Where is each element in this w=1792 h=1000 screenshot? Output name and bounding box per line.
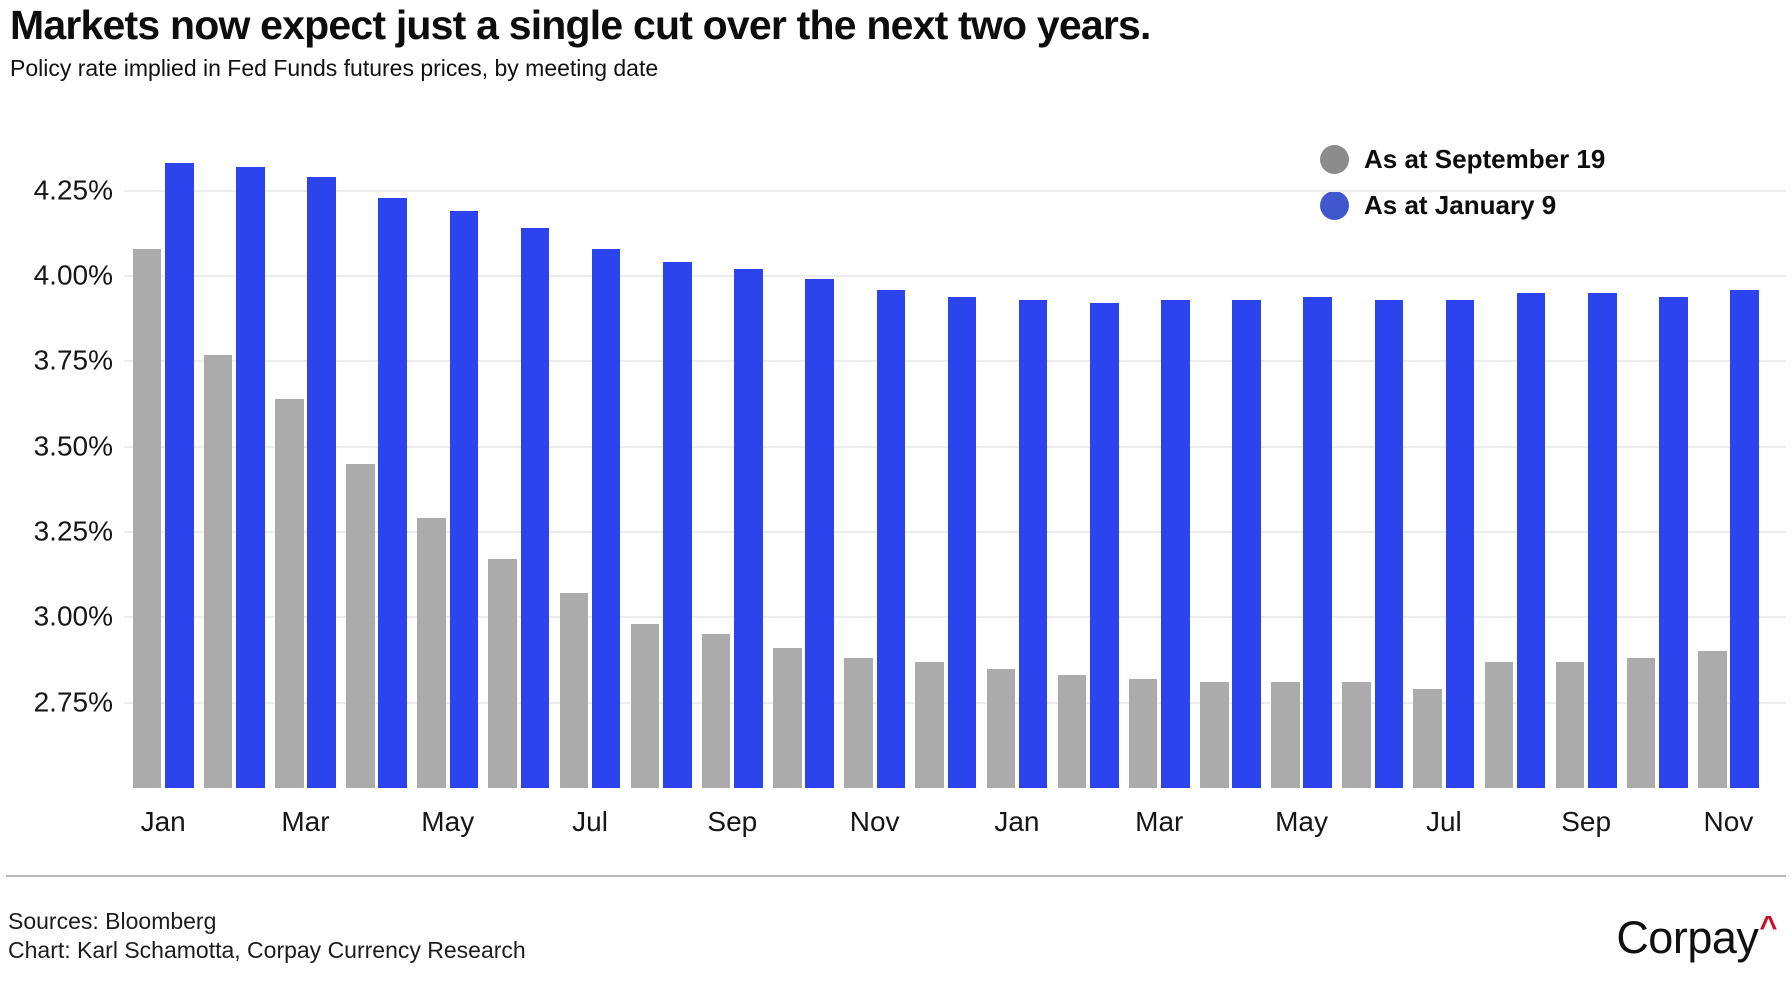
bar-jan9 xyxy=(1588,293,1617,788)
bar-jan9 xyxy=(236,166,265,788)
bar-jan9 xyxy=(734,269,763,788)
bar-sept19 xyxy=(915,661,944,788)
corpay-logo: Corpay^ xyxy=(1616,909,1777,964)
corpay-caret-icon: ^ xyxy=(1759,909,1777,944)
x-axis-tick-label: May xyxy=(421,806,475,837)
y-axis-tick-label: 3.25% xyxy=(33,515,113,547)
bar-sept19 xyxy=(701,634,731,788)
footer-credit: Chart: Karl Schamotta, Corpay Currency R… xyxy=(8,937,526,963)
bar-sept19 xyxy=(630,624,660,788)
y-axis-tick-label: 3.50% xyxy=(33,430,113,462)
y-gridline xyxy=(124,189,1786,192)
bar-jan9 xyxy=(307,177,336,788)
bar-sept19 xyxy=(559,593,589,788)
bar-jan9 xyxy=(1161,299,1190,788)
bar-jan9 xyxy=(520,228,550,788)
bar-jan9 xyxy=(449,211,479,788)
bar-jan9 xyxy=(1659,296,1688,788)
bar-sept19 xyxy=(132,248,162,788)
bar-sept19 xyxy=(1413,689,1442,788)
bar-sept19 xyxy=(1555,661,1585,788)
legend-item-september: As at September 19 xyxy=(1320,144,1605,175)
bar-jan9 xyxy=(1089,303,1119,788)
y-axis-tick-label: 4.25% xyxy=(33,174,113,206)
bar-sept19 xyxy=(986,668,1016,788)
bar-jan9 xyxy=(165,163,194,788)
bar-sept19 xyxy=(1484,661,1514,788)
corpay-logo-text: Corpay xyxy=(1616,912,1759,963)
bar-jan9 xyxy=(947,296,977,788)
x-axis-tick-label: May xyxy=(1275,806,1328,837)
bar-sept19 xyxy=(1626,658,1656,788)
x-axis-tick-label: Nov xyxy=(1703,806,1754,837)
y-axis-tick-label: 3.75% xyxy=(33,344,113,376)
x-axis-tick-label: Mar xyxy=(281,806,330,837)
footer-sources: Sources: Bloomberg xyxy=(8,908,217,934)
bar-sept19 xyxy=(203,354,233,788)
x-axis-tick-label: Jan xyxy=(140,806,186,837)
bar-jan9 xyxy=(1516,293,1546,788)
footer-divider xyxy=(6,875,1786,877)
bar-sept19 xyxy=(1057,675,1087,788)
y-axis-tick-label: 3.00% xyxy=(33,600,113,632)
y-gridline xyxy=(124,275,1786,278)
bar-sept19 xyxy=(346,463,375,788)
bar-jan9 xyxy=(1730,289,1759,788)
bar-sept19 xyxy=(1698,651,1727,788)
bar-sept19 xyxy=(1342,682,1371,788)
page-title: Markets now expect just a single cut ove… xyxy=(10,2,1151,48)
bar-sept19 xyxy=(844,658,873,788)
page-subtitle: Policy rate implied in Fed Funds futures… xyxy=(10,55,659,81)
x-axis-tick-label: Jan xyxy=(994,806,1040,837)
bar-sept19 xyxy=(275,398,304,788)
x-axis-tick-label: Sep xyxy=(707,806,758,837)
bar-sept19 xyxy=(1128,678,1158,788)
bar-sept19 xyxy=(1199,682,1229,788)
legend-label: As at January 9 xyxy=(1364,190,1557,220)
y-axis-tick-label: 4.00% xyxy=(33,259,113,291)
x-axis-tick-label: Sep xyxy=(1561,806,1612,837)
bar-sept19 xyxy=(417,518,446,788)
legend-dot-gray-icon xyxy=(1320,145,1349,174)
y-axis-tick-label: 2.75% xyxy=(33,686,113,718)
x-axis-tick-label: Jul xyxy=(1425,806,1462,837)
legend-item-january: As at January 9 xyxy=(1320,190,1556,221)
bar-jan9 xyxy=(805,279,834,788)
bar-sept19 xyxy=(488,559,518,788)
bar-jan9 xyxy=(378,197,408,788)
bar-jan9 xyxy=(876,289,906,788)
bar-jan9 xyxy=(1445,299,1475,788)
x-axis-tick-label: Nov xyxy=(849,806,900,837)
bar-jan9 xyxy=(1303,296,1332,788)
x-axis-tick-label: Mar xyxy=(1135,806,1184,837)
bar-jan9 xyxy=(1018,299,1048,788)
x-axis-tick-label: Jul xyxy=(572,806,608,837)
legend-label: As at September 19 xyxy=(1364,144,1606,174)
bar-jan9 xyxy=(1374,299,1404,788)
bar-jan9 xyxy=(663,262,692,788)
bar-jan9 xyxy=(1232,299,1261,788)
bar-jan9 xyxy=(591,248,621,788)
bar-sept19 xyxy=(773,648,802,788)
legend-dot-blue-icon xyxy=(1320,191,1349,220)
bar-sept19 xyxy=(1271,682,1300,788)
